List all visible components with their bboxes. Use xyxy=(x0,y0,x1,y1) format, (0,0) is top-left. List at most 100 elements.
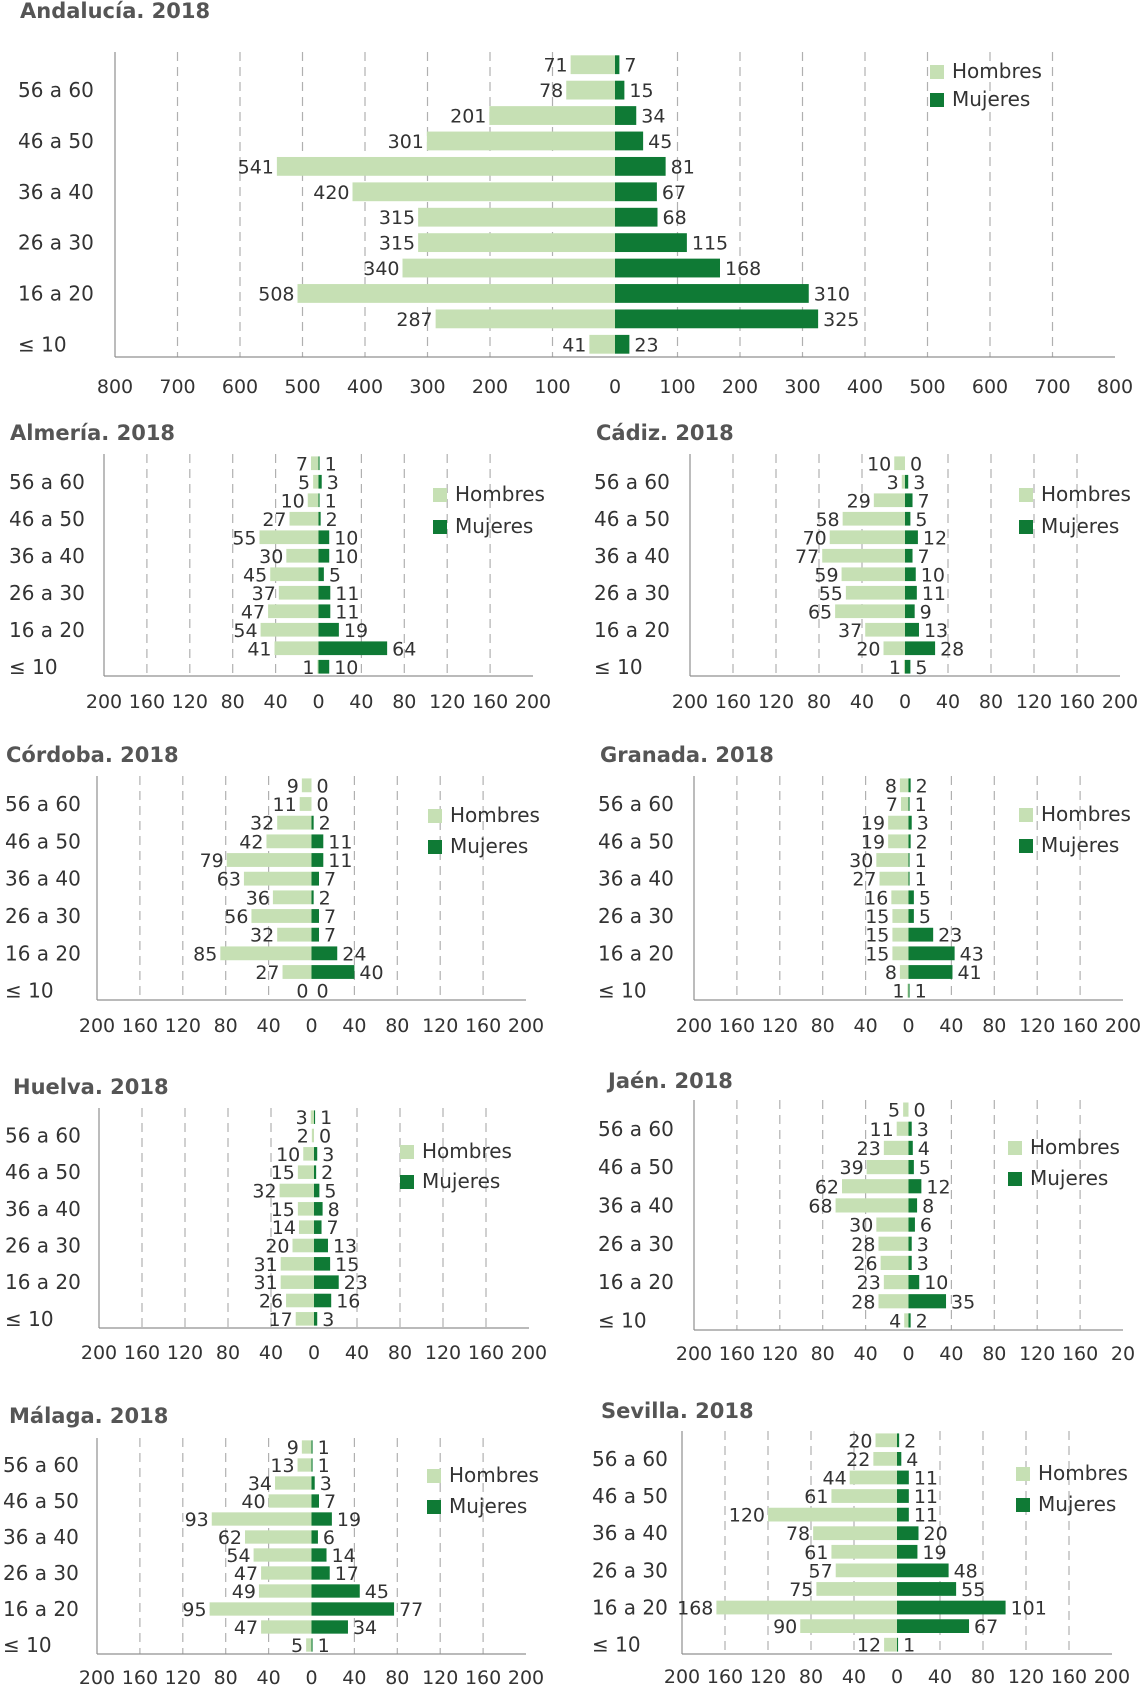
label-mujeres: 5 xyxy=(915,657,927,679)
x-tick-label: 0 xyxy=(902,1015,914,1037)
bar-mujeres xyxy=(908,1121,912,1136)
legend: Hombres Mujeres xyxy=(428,803,540,858)
bar-mujeres xyxy=(318,474,322,489)
label-mujeres: 3 xyxy=(320,1473,332,1495)
x-tick-label: 200 xyxy=(672,691,708,713)
label-hombres: 28 xyxy=(851,1234,875,1256)
x-tick-label: 160 xyxy=(715,691,751,713)
label-hombres: 16 xyxy=(864,887,888,909)
category-label: 16 a 20 xyxy=(5,1270,81,1294)
label-mujeres: 0 xyxy=(910,453,922,475)
bar-hombres xyxy=(253,1548,312,1562)
label-mujeres: 5 xyxy=(324,1181,336,1203)
label-hombres: 8 xyxy=(885,775,897,797)
label-hombres: 61 xyxy=(804,1542,828,1564)
bar-mujeres xyxy=(908,815,912,830)
bar-mujeres xyxy=(897,1563,949,1578)
category-label: 16 a 20 xyxy=(598,1270,674,1294)
bar-mujeres xyxy=(908,890,914,905)
label-hombres: 42 xyxy=(239,831,263,853)
label-hombres: 62 xyxy=(218,1527,242,1549)
legend-label: Mujeres xyxy=(1041,514,1119,538)
label-mujeres: 1 xyxy=(915,794,927,816)
label-hombres: 13 xyxy=(270,1455,294,1477)
legend-swatch xyxy=(400,1145,414,1159)
x-tick-label: 200 xyxy=(1102,691,1138,713)
category-label: 46 a 50 xyxy=(592,1484,668,1508)
label-mujeres: 1 xyxy=(915,869,927,891)
bar-mujeres xyxy=(897,1619,970,1634)
x-tick-label: 120 xyxy=(429,691,465,713)
x-tick-label: 80 xyxy=(214,1667,238,1689)
x-tick-label: 600 xyxy=(222,376,258,398)
legend-swatch xyxy=(433,488,447,502)
category-label: 46 a 50 xyxy=(5,829,81,853)
bar-mujeres xyxy=(318,641,388,656)
label-hombres: 32 xyxy=(250,925,274,947)
label-hombres: 11 xyxy=(273,794,297,816)
label-hombres: 40 xyxy=(241,1491,265,1513)
label-mujeres: 10 xyxy=(334,546,358,568)
bar-hombres xyxy=(276,156,615,176)
x-tick-label: 20 xyxy=(1111,1343,1135,1365)
category-label: ≤ 10 xyxy=(5,979,54,1003)
bar-mujeres xyxy=(314,1275,339,1289)
bar-mujeres xyxy=(905,493,913,508)
bar-hombres xyxy=(211,1512,312,1526)
label-mujeres: 23 xyxy=(938,925,962,947)
legend: Hombres Mujeres xyxy=(1016,1461,1128,1516)
bar-mujeres xyxy=(615,207,658,227)
bar-hombres xyxy=(268,604,319,619)
x-tick-label: 160 xyxy=(129,691,165,713)
bar-mujeres xyxy=(311,890,314,905)
bar-mujeres xyxy=(615,309,819,329)
label-mujeres: 48 xyxy=(954,1560,978,1582)
bar-mujeres xyxy=(897,1544,918,1559)
bar-hombres xyxy=(883,641,905,656)
bar-mujeres xyxy=(905,585,917,600)
chart-0: Andalucía. 2018 800 700 600 500 400 300 200 100 0… xyxy=(18,0,1133,398)
category-label: 56 a 60 xyxy=(598,792,674,816)
label-hombres: 54 xyxy=(226,1545,250,1567)
bar-hombres xyxy=(716,1600,897,1615)
label-hombres: 26 xyxy=(259,1291,283,1313)
bar-mujeres xyxy=(311,1620,348,1634)
bar-mujeres xyxy=(908,946,955,961)
category-label: 56 a 60 xyxy=(18,78,94,102)
label-mujeres: 2 xyxy=(904,1430,916,1452)
bar-mujeres xyxy=(311,853,324,867)
label-hombres: 19 xyxy=(861,831,885,853)
x-tick-label: 40 xyxy=(850,691,874,713)
bar-mujeres xyxy=(908,1313,911,1328)
bar-mujeres xyxy=(311,1458,313,1472)
label-hombres: 75 xyxy=(789,1579,813,1601)
bar-hombres xyxy=(282,965,312,979)
category-label: 36 a 40 xyxy=(592,1521,668,1545)
label-hombres: 23 xyxy=(857,1272,881,1294)
legend: Hombres Mujeres xyxy=(1019,482,1131,538)
x-tick-label: 800 xyxy=(97,376,133,398)
x-tick-label: 500 xyxy=(909,376,945,398)
bar-mujeres xyxy=(314,1202,323,1216)
bar-hombres xyxy=(800,1619,897,1634)
x-tick-label: 80 xyxy=(799,1666,823,1688)
bar-mujeres xyxy=(615,284,809,303)
bar-mujeres xyxy=(905,604,915,619)
x-tick-label: 120 xyxy=(1019,1015,1055,1037)
bar-mujeres xyxy=(311,815,314,830)
category-label: 56 a 60 xyxy=(5,1124,81,1148)
x-tick-label: 200 xyxy=(508,1667,544,1689)
category-label: 16 a 20 xyxy=(598,941,674,965)
label-mujeres: 7 xyxy=(918,490,930,512)
bar-mujeres xyxy=(908,1217,915,1232)
label-hombres: 201 xyxy=(450,106,486,128)
label-hombres: 8 xyxy=(885,962,897,984)
category-label: 36 a 40 xyxy=(594,544,670,568)
bar-hombres xyxy=(435,309,615,329)
bar-hombres xyxy=(277,927,312,942)
label-mujeres: 1 xyxy=(915,981,927,1003)
bar-mujeres xyxy=(908,927,934,942)
chart-title: Cádiz. 2018 xyxy=(596,421,734,445)
